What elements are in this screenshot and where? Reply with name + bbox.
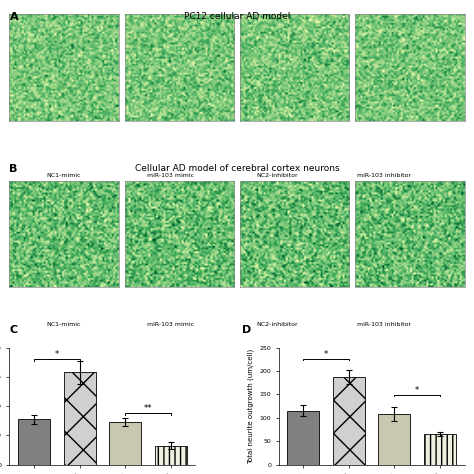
Bar [155, 446, 187, 465]
Text: A: A [9, 12, 18, 22]
Text: NC2-inhibitor: NC2-inhibitor [256, 173, 298, 178]
Bar [379, 414, 410, 465]
Y-axis label: Total neurite outgrowth (um/cell): Total neurite outgrowth (um/cell) [247, 348, 254, 464]
Text: NC1-mimic: NC1-mimic [47, 322, 81, 328]
Text: miR-103 inhibitor: miR-103 inhibitor [357, 173, 411, 178]
Text: Cellular AD model of cerebral cortex neurons: Cellular AD model of cerebral cortex neu… [135, 164, 339, 173]
Bar [64, 373, 95, 465]
Text: NC2-inhibitor: NC2-inhibitor [256, 322, 298, 328]
Text: PC12 cellular AD model: PC12 cellular AD model [184, 12, 290, 21]
Text: C: C [9, 325, 18, 335]
Bar [333, 377, 365, 465]
Text: *: * [324, 350, 328, 359]
Bar [424, 434, 456, 465]
Text: miR-103 mimic: miR-103 mimic [147, 322, 194, 328]
Bar [287, 411, 319, 465]
Bar [109, 422, 141, 465]
Text: *: * [55, 350, 59, 359]
Bar [18, 419, 50, 465]
Text: *: * [415, 386, 419, 395]
Text: D: D [242, 325, 251, 335]
Text: **: ** [144, 404, 152, 413]
Text: miR-103 mimic: miR-103 mimic [147, 173, 194, 178]
Text: B: B [9, 164, 18, 173]
Text: miR-103 inhibitor: miR-103 inhibitor [357, 322, 411, 328]
Text: NC1-mimic: NC1-mimic [47, 173, 81, 178]
